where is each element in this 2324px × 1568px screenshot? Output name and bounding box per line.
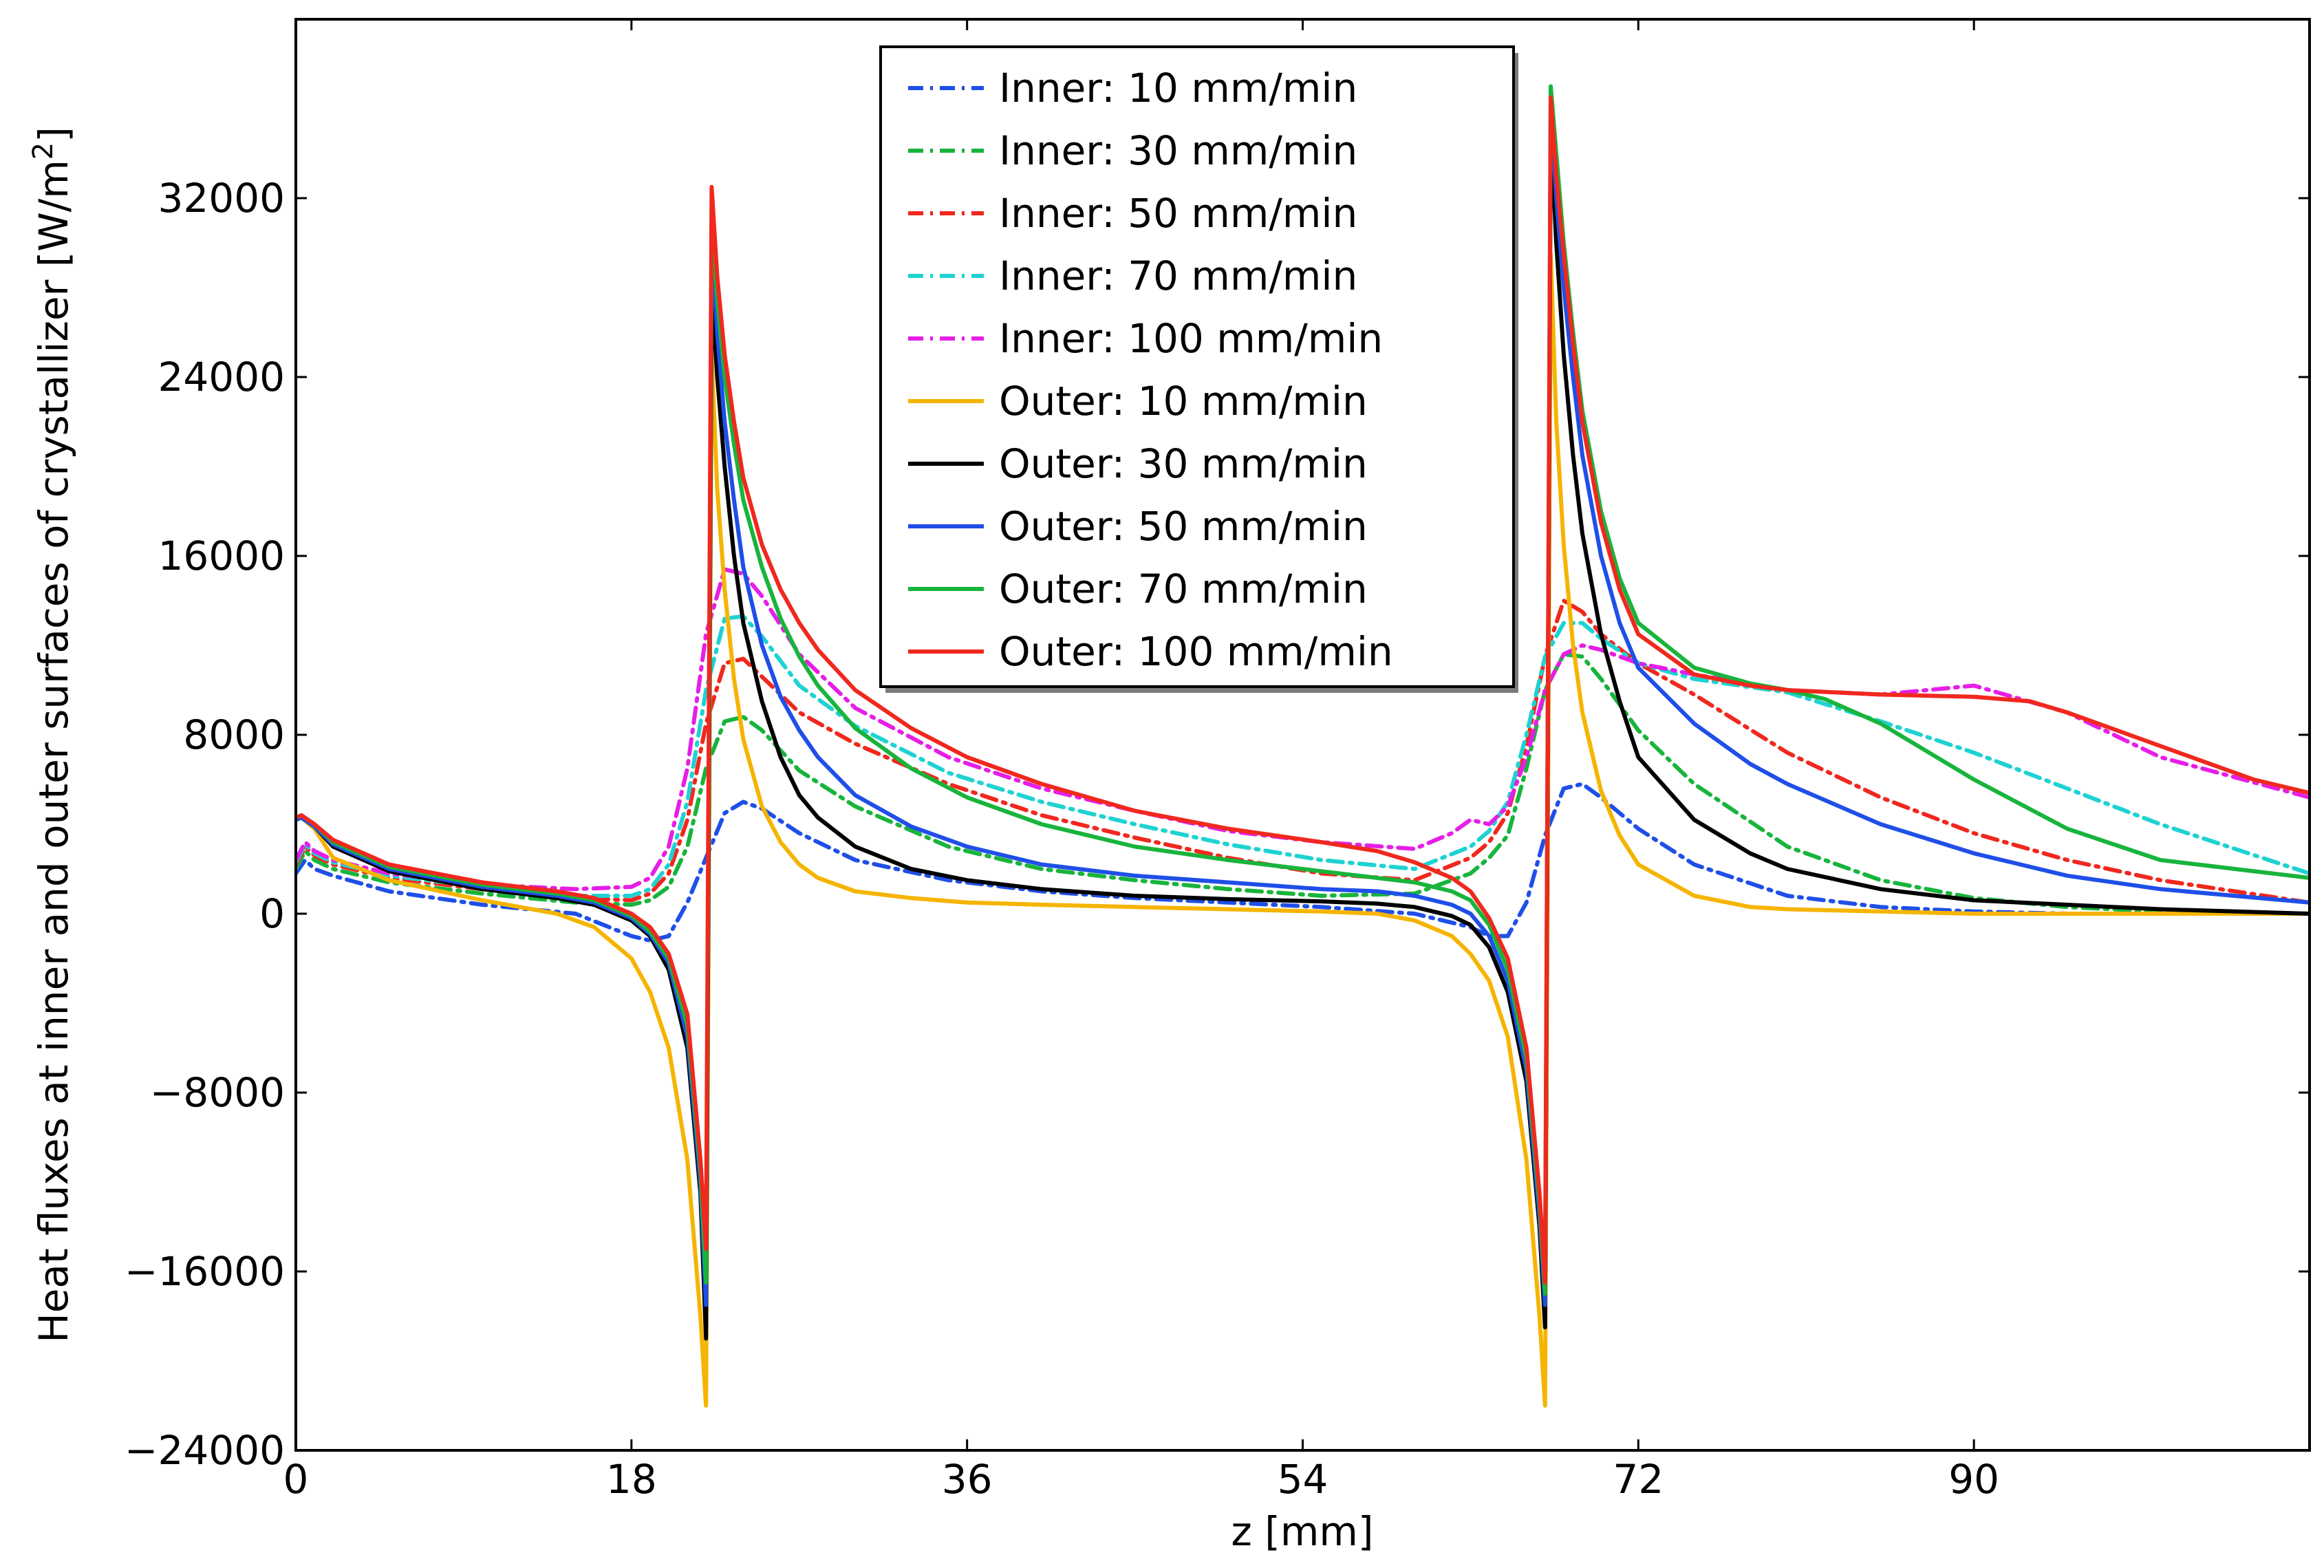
- y-tick-label: 16000: [158, 533, 285, 579]
- x-tick-label: 0: [283, 1456, 309, 1503]
- series-line-10: [296, 95, 2310, 1285]
- x-tick-label: 36: [942, 1456, 993, 1503]
- y-tick-label: −16000: [125, 1248, 285, 1295]
- legend-label: Inner: 100 mm/min: [999, 315, 1383, 362]
- series-line-1: [296, 782, 2310, 943]
- y-axis-title-suffix: ]: [30, 127, 77, 142]
- series-layer: [296, 84, 2310, 1408]
- legend-label: Outer: 100 mm/min: [999, 628, 1393, 675]
- y-tick-label: −24000: [125, 1427, 285, 1474]
- series-line-9: [296, 84, 2310, 1296]
- y-tick-label: 8000: [183, 711, 285, 758]
- legend-label: Outer: 30 mm/min: [999, 440, 1368, 487]
- y-tick-label: 0: [259, 890, 285, 937]
- legend-box: [879, 45, 1515, 688]
- series-line-4: [296, 614, 2310, 898]
- x-tick-label: 54: [1278, 1456, 1328, 1503]
- legend-label: Inner: 30 mm/min: [999, 127, 1357, 174]
- legend-label: Inner: 50 mm/min: [999, 190, 1357, 237]
- legend-label: Outer: 70 mm/min: [999, 566, 1368, 612]
- tick-layer: 0 18 36 54 72 90 −24000 −16000 −8000 0 8000 16000 24…: [125, 19, 2310, 1503]
- legend-label: Inner: 70 mm/min: [999, 253, 1357, 299]
- legend-label: Outer: 50 mm/min: [999, 503, 1368, 550]
- legend-label: Outer: 10 mm/min: [999, 378, 1368, 425]
- y-tick-label: −8000: [150, 1069, 285, 1116]
- x-tick-label: 18: [606, 1456, 657, 1503]
- y-axis-title-main: Heat fluxes at inner and outer surfaces …: [30, 160, 77, 1343]
- y-tick-label: 24000: [158, 354, 285, 400]
- y-tick-label: 32000: [158, 175, 285, 222]
- x-tick-label: 90: [1948, 1456, 1999, 1503]
- legend-label: Inner: 10 mm/min: [999, 65, 1357, 111]
- series-line-6: [296, 252, 2310, 1408]
- x-axis-title: z [mm]: [1231, 1508, 1373, 1555]
- y-axis-title-superscript: 2: [28, 142, 59, 160]
- x-tick-label: 72: [1613, 1456, 1664, 1503]
- y-axis-title: Heat fluxes at inner and outer surfaces …: [28, 127, 77, 1343]
- legend: Inner: 10 mm/min Inner: 30 mm/min Inner: 5…: [879, 45, 1518, 693]
